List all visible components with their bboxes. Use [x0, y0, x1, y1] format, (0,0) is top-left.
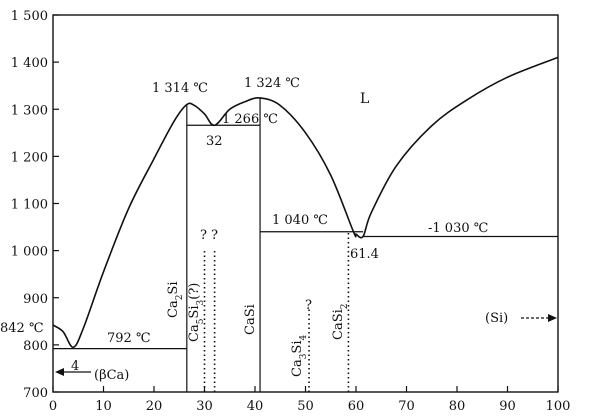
arrow-right-head [548, 314, 557, 322]
label-1030: -1 030 ℃ [428, 221, 488, 236]
y-tick-label: 1 200 [11, 150, 48, 165]
label-liquid: L [360, 91, 369, 107]
x-tick-label: 60 [348, 399, 365, 414]
x-tick-label: 50 [297, 399, 314, 414]
label-1324: 1 324 ℃ [244, 76, 300, 91]
x-tick-label: 40 [247, 399, 264, 414]
question-mark-2: ? [211, 228, 218, 243]
arrows [55, 314, 557, 376]
label-61-4: 61.4 [350, 247, 379, 262]
question-mark-3: ? [305, 298, 312, 313]
liquidus-curve [52, 56, 559, 349]
compound-casi2: CaSi2 [331, 304, 350, 341]
label-4: 4 [71, 359, 79, 374]
label-si: (Si) [485, 311, 508, 326]
compound-casi: CaSi [243, 304, 258, 335]
curves [52, 56, 559, 392]
compound-ca2si: Ca2Si [166, 281, 185, 318]
label-32: 32 [206, 134, 223, 149]
label-1040: 1 040 ℃ [272, 213, 328, 228]
y-tick-label: 700 [23, 386, 48, 401]
x-tick-label: 80 [449, 399, 466, 414]
y-tick-label: 1 300 [11, 103, 48, 118]
y-tick-label: 1 000 [11, 245, 48, 260]
compound-ca5si3: Ca5Si3(?) [187, 283, 206, 342]
x-tick-label: 90 [499, 399, 516, 414]
y-tick-label: 1 500 [11, 9, 48, 24]
label-1266: 1 266 ℃ [222, 112, 278, 127]
label-842: 842 ℃ [0, 321, 44, 336]
y-tick-label: 900 [23, 292, 48, 307]
label-beta-ca: (βCa) [94, 368, 129, 383]
x-tick-label: 100 [546, 399, 571, 414]
y-tick-label: 800 [23, 339, 48, 354]
arrow-left-head [55, 368, 64, 376]
x-tick-label: 0 [49, 399, 57, 414]
x-tick-label: 70 [398, 399, 415, 414]
label-792: 792 ℃ [107, 331, 151, 346]
x-tick-label: 10 [95, 399, 112, 414]
label-1314: 1 314 ℃ [152, 81, 208, 96]
y-tick-label: 1 400 [11, 56, 48, 71]
x-tick-label: 30 [196, 399, 213, 414]
question-mark-1: ? [200, 228, 207, 243]
annotations: 1 314 ℃ 1 324 ℃ 1 266 ℃ 32 L 1 040 ℃ -1 … [0, 76, 508, 383]
x-tick-label: 20 [146, 399, 163, 414]
y-tick-label: 1 100 [11, 198, 48, 213]
axis-ticks: 0 10 20 30 40 50 60 70 80 90 100 700 800 900 1 000 1 10… [11, 9, 571, 414]
compound-ca3si4: Ca3Si4 [290, 334, 309, 377]
